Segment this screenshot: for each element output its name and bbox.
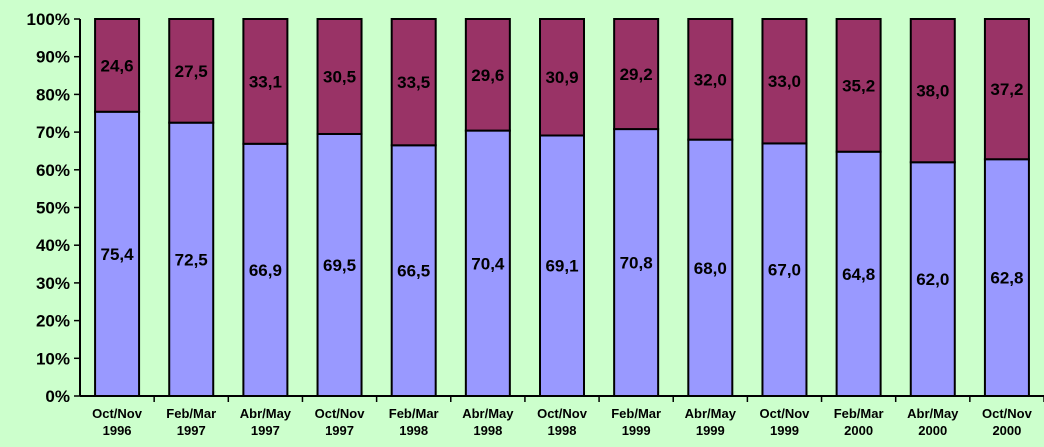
bar-segment-series-2	[168, 18, 215, 124]
data-label: 66,5	[397, 262, 430, 281]
bar-segment-series-2	[835, 18, 882, 153]
y-tick-label: 0%	[45, 387, 70, 406]
data-label: 68,0	[694, 259, 727, 278]
bar-segment-series-1	[390, 144, 437, 397]
y-tick-label: 100%	[27, 10, 70, 29]
x-tick-label: Abr/May 1997	[240, 406, 292, 438]
y-tick-label: 60%	[36, 161, 70, 180]
data-label: 33,0	[768, 72, 801, 91]
data-labels: 75,4 24,6 72,5 27,5 66,9 33,1 69,5 30,5 66,5 33,5…	[101, 56, 1024, 289]
data-label: 72,5	[175, 250, 208, 269]
data-label: 35,2	[842, 76, 875, 95]
bar-segment-series-2	[909, 18, 956, 164]
bar-segment-series-2	[242, 18, 289, 145]
data-label: 69,5	[323, 256, 356, 275]
data-label: 38,0	[916, 82, 949, 101]
data-label: 75,4	[101, 245, 135, 264]
x-tick-label: Oct/Nov 2000	[982, 406, 1033, 438]
data-label: 33,5	[397, 73, 430, 92]
bar-segment-series-1	[983, 158, 1030, 397]
bar-segment-series-2	[983, 18, 1030, 161]
data-label: 30,5	[323, 67, 356, 86]
bar-segment-series-1	[168, 121, 215, 398]
bar-segment-series-2	[94, 18, 141, 113]
data-label: 27,5	[175, 62, 208, 81]
bar-segment-series-2	[390, 18, 437, 147]
data-label: 69,1	[545, 257, 578, 276]
data-label: 66,9	[249, 261, 282, 280]
bar-segment-series-1	[242, 142, 289, 397]
y-tick-label: 50%	[36, 199, 70, 218]
y-tick-label: 10%	[36, 349, 70, 368]
data-label: 37,2	[990, 80, 1023, 99]
data-label: 64,8	[842, 265, 875, 284]
y-tick-label: 70%	[36, 123, 70, 142]
bar-segment-series-1	[316, 132, 363, 398]
data-label: 70,4	[471, 254, 505, 273]
x-tick-label: Oct/Nov 1997	[315, 406, 366, 438]
x-tick-label: Abr/May 2000	[907, 406, 959, 438]
bar-segment-series-2	[761, 18, 808, 145]
data-label: 62,8	[990, 269, 1023, 288]
bars	[94, 18, 1030, 398]
data-label: 29,2	[620, 65, 653, 84]
x-tick-label: Abr/May 1998	[462, 406, 514, 438]
data-label: 33,1	[249, 72, 282, 91]
bar-segment-series-2	[464, 18, 511, 132]
data-label: 70,8	[620, 254, 653, 273]
data-label: 24,6	[101, 56, 134, 75]
data-label: 30,9	[545, 68, 578, 87]
x-axis: Oct/Nov 1996 Feb/Mar 1997 Abr/May 1997 Oct/Nov…	[80, 395, 1044, 438]
y-tick-label: 40%	[36, 236, 70, 255]
x-tick-label: Oct/Nov 1999	[760, 406, 811, 438]
x-tick-label: Abr/May 1999	[685, 406, 737, 438]
data-label: 67,0	[768, 261, 801, 280]
data-label: 29,6	[471, 66, 504, 85]
y-tick-label: 30%	[36, 274, 70, 293]
bar-segment-series-1	[94, 110, 141, 397]
bar-segment-series-2	[613, 18, 660, 131]
bar-segment-series-1	[613, 128, 660, 397]
y-tick-label: 80%	[36, 85, 70, 104]
data-label: 62,0	[916, 270, 949, 289]
x-tick-label: Oct/Nov 1996	[92, 406, 143, 438]
data-label: 32,0	[694, 70, 727, 89]
x-tick-label: Feb/Mar 2000	[834, 406, 884, 438]
bar-segment-series-1	[835, 150, 882, 397]
y-axis: 0% 10% 20% 30% 40% 50% 60% 70% 80% 90% 100%	[27, 10, 81, 406]
bar-segment-series-2	[539, 18, 585, 137]
y-tick-label: 20%	[36, 312, 70, 331]
y-tick-label: 90%	[36, 48, 70, 67]
x-tick-label: Feb/Mar 1998	[389, 406, 439, 438]
bar-segment-series-2	[316, 18, 363, 135]
x-tick-label: Feb/Mar 1999	[611, 406, 661, 438]
x-tick-label: Feb/Mar 1997	[166, 406, 216, 438]
x-tick-label: Oct/Nov 1998	[537, 406, 588, 438]
bar-segment-series-2	[687, 18, 734, 141]
